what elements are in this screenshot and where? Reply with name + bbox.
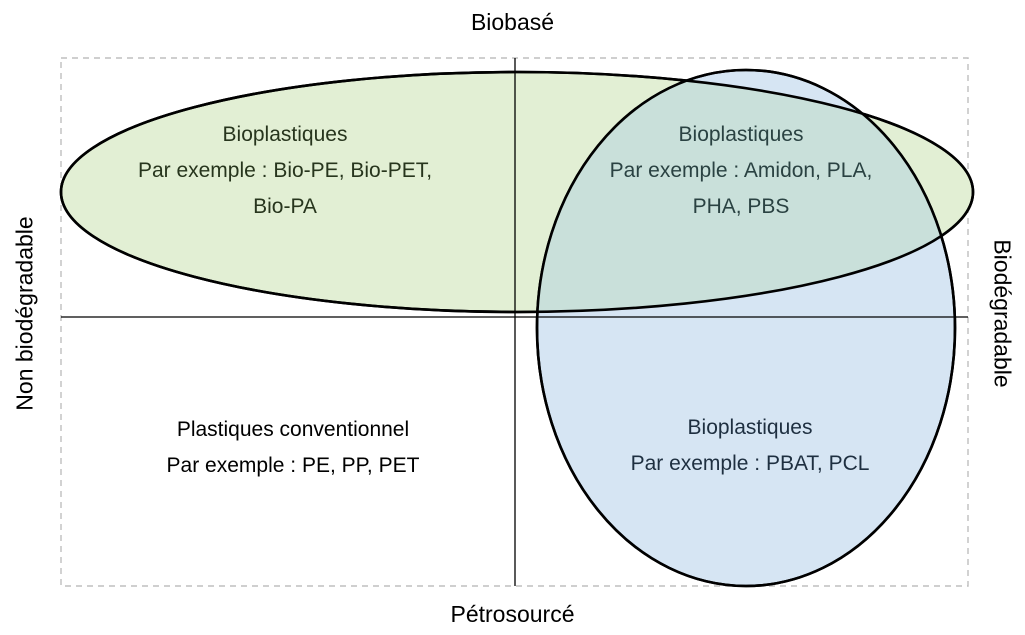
ellipse-biobased-outline [59,70,975,314]
ellipse-overlap [537,72,955,312]
ellipse-biodegradable-outline [535,68,957,588]
axis-label-top: Biobasé [470,9,555,35]
axis-label-bottom: Pétrosourcé [450,601,575,627]
